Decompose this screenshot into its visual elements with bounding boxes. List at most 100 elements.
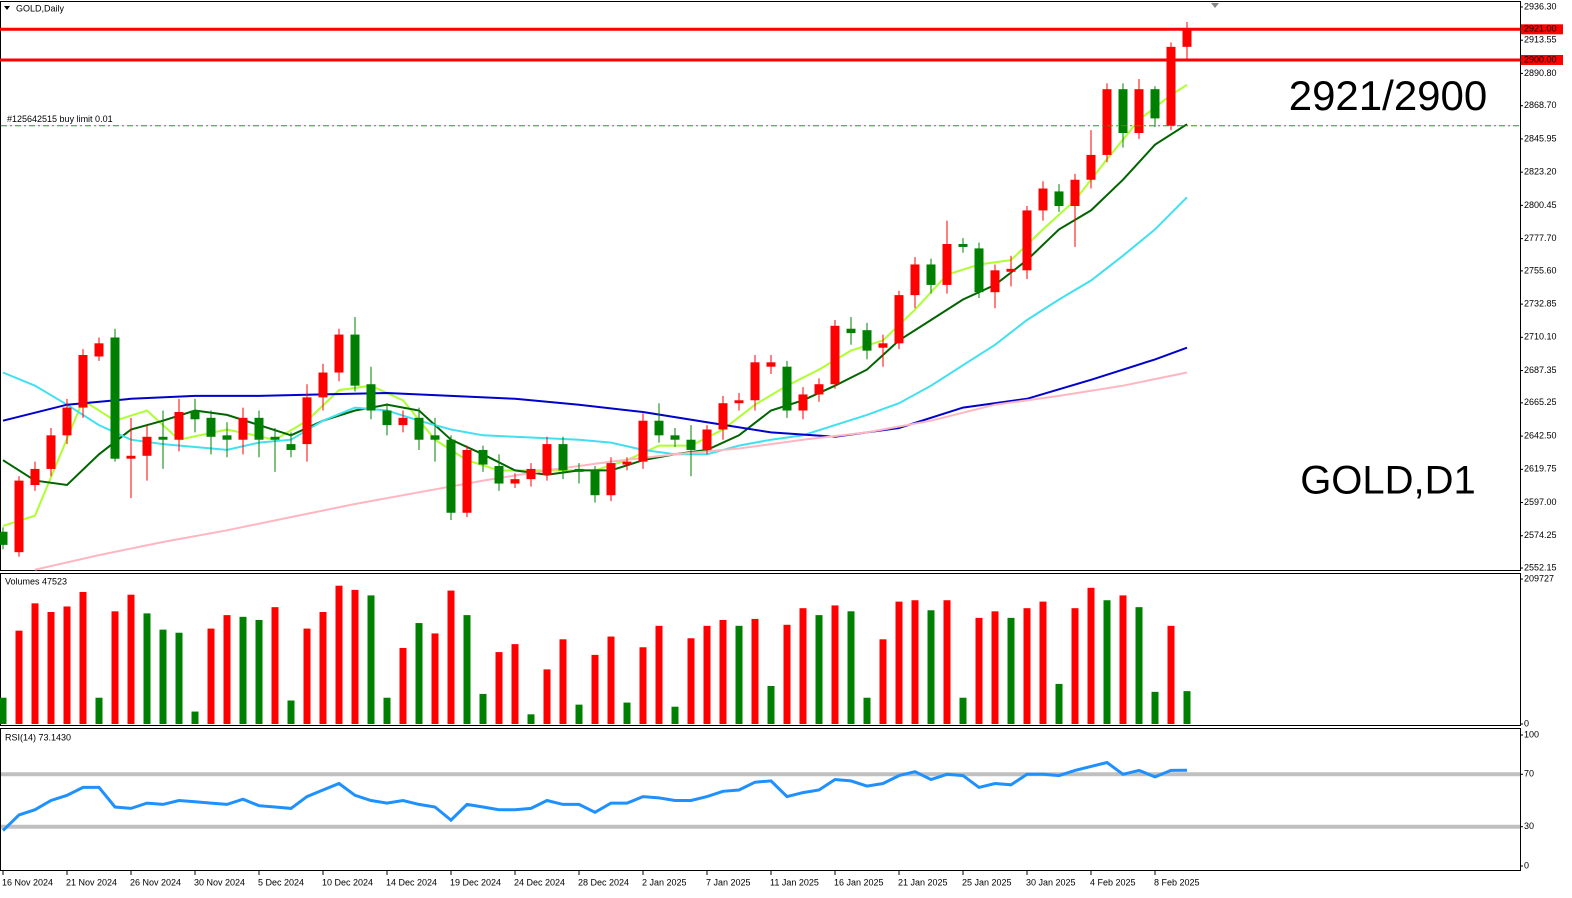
volume-bar <box>863 697 871 724</box>
candle-body <box>1134 89 1144 134</box>
volume-bar <box>479 693 487 724</box>
moving-average <box>2 196 1188 456</box>
y-tick-label: 2597.00 <box>1524 497 1557 507</box>
volume-bar <box>671 706 679 724</box>
volume-bar <box>255 619 263 724</box>
candle-body <box>350 334 360 386</box>
candle-body <box>398 417 408 426</box>
volume-panel <box>0 573 1521 726</box>
candle-body <box>830 325 840 385</box>
candle-body <box>942 244 952 285</box>
candle-body <box>1038 188 1048 211</box>
volume-bar <box>911 600 919 724</box>
candle-body <box>670 435 680 440</box>
volume-bar <box>463 615 471 724</box>
panel-title: GOLD,Daily <box>16 3 65 13</box>
candle-body <box>654 420 664 436</box>
volume-bar <box>335 585 343 724</box>
volume-bar <box>959 697 967 724</box>
y-tick-label: 30 <box>1524 821 1534 831</box>
shift-marker <box>1211 3 1219 8</box>
volume-bar <box>975 617 983 724</box>
x-tick-label: 19 Dec 2024 <box>450 877 501 887</box>
level-label: 2900.00 <box>1524 54 1557 64</box>
x-tick-label: 21 Jan 2025 <box>898 877 948 887</box>
volume-bar <box>223 615 231 724</box>
volume-bar <box>95 697 103 724</box>
volume-bar <box>127 594 135 724</box>
x-tick-label: 30 Jan 2025 <box>1026 877 1076 887</box>
candle-body <box>366 384 376 411</box>
volume-bar <box>543 669 551 724</box>
candle-body <box>222 435 232 440</box>
candle-body <box>190 410 200 420</box>
volume-bar <box>447 590 455 724</box>
volume-bar <box>495 652 503 724</box>
y-tick-label: 100 <box>1524 729 1539 739</box>
volume-bar <box>319 611 327 724</box>
moving-average <box>2 346 1188 438</box>
candle-body <box>1118 89 1128 134</box>
y-tick-label: 2619.75 <box>1524 464 1557 474</box>
x-tick-label: 16 Nov 2024 <box>2 877 53 887</box>
candle-body <box>1022 210 1032 271</box>
candle-body <box>1166 46 1176 126</box>
candle-body <box>622 461 632 465</box>
candle-body <box>494 466 504 484</box>
y-tick-label: 2732.85 <box>1524 298 1557 308</box>
candle-body <box>638 420 648 462</box>
volume-bar <box>1007 617 1015 724</box>
candle-body <box>926 264 936 285</box>
x-tick-label: 2 Jan 2025 <box>642 877 687 887</box>
y-tick-label: 2913.55 <box>1524 35 1557 45</box>
volume-bar <box>735 625 743 724</box>
candle-body <box>206 417 216 437</box>
candle-body <box>798 394 808 411</box>
candle-body <box>478 449 488 465</box>
candle-body <box>462 449 472 513</box>
volume-bar <box>1183 691 1191 724</box>
volume-bar <box>271 607 279 724</box>
candle-body <box>254 417 264 440</box>
candle-body <box>958 244 968 247</box>
candle-body <box>574 468 584 472</box>
volume-bar <box>847 611 855 724</box>
volume-bar <box>927 610 935 724</box>
price-panel <box>0 1 1521 571</box>
candle-body <box>446 439 456 513</box>
volume-bar <box>639 647 647 724</box>
menu-triangle[interactable] <box>4 6 10 10</box>
x-tick-label: 7 Jan 2025 <box>706 877 751 887</box>
candle-body <box>78 355 88 408</box>
candle-body <box>14 480 24 553</box>
volume-bar <box>351 589 359 724</box>
order-label: #125642515 buy limit 0.01 <box>7 114 113 124</box>
volume-bar <box>399 647 407 724</box>
y-tick-label: 2552.15 <box>1524 562 1557 572</box>
volume-bar <box>703 625 711 724</box>
x-tick-label: 5 Dec 2024 <box>258 877 304 887</box>
candle-body <box>414 417 424 440</box>
volume-bar <box>431 633 439 724</box>
x-tick-label: 4 Feb 2025 <box>1090 877 1136 887</box>
y-tick-label: 2777.70 <box>1524 233 1557 243</box>
volume-bar <box>895 601 903 724</box>
x-tick-label: 14 Dec 2024 <box>386 877 437 887</box>
volume-bar <box>1151 691 1159 724</box>
candle-body <box>286 444 296 450</box>
volume-bar <box>575 704 583 724</box>
candle-body <box>238 417 248 440</box>
candle-body <box>814 384 824 395</box>
candle-body <box>846 328 856 334</box>
volume-bar <box>0 697 7 724</box>
x-tick-label: 24 Dec 2024 <box>514 877 565 887</box>
level-tag <box>1521 24 1563 35</box>
volume-bar <box>159 629 167 724</box>
rsi-line <box>1 760 1188 832</box>
volume-bar <box>79 591 87 724</box>
volume-bar <box>655 625 663 724</box>
panel-title: RSI(14) 73.1430 <box>5 732 71 742</box>
y-tick-label: 2665.25 <box>1524 397 1557 407</box>
y-tick-label: 2687.35 <box>1524 365 1557 375</box>
candle-body <box>766 362 776 367</box>
